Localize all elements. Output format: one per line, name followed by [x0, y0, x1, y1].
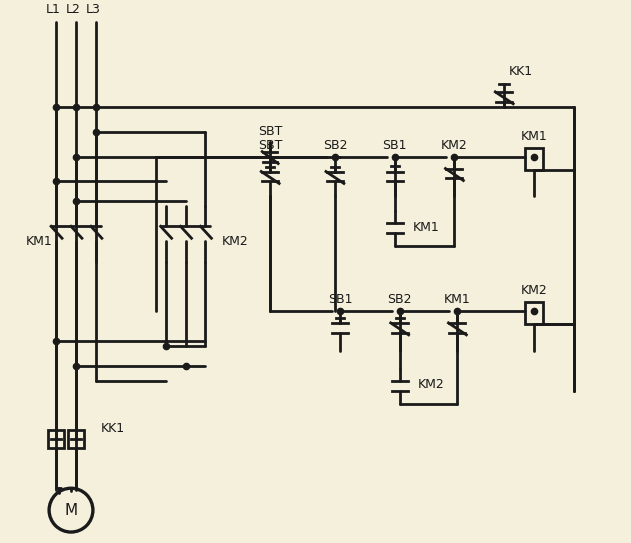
Text: SB1: SB1 [382, 138, 407, 151]
Text: KM2: KM2 [441, 138, 468, 151]
Text: SBT: SBT [258, 138, 283, 151]
Bar [48, 431, 64, 449]
Text: KM2: KM2 [521, 284, 548, 297]
Text: SB1: SB1 [327, 293, 352, 306]
Bar [68, 431, 84, 449]
Text: KM1: KM1 [413, 221, 439, 234]
Text: KK1: KK1 [101, 422, 125, 435]
Text: KM2: KM2 [418, 378, 444, 391]
Text: KM1: KM1 [444, 293, 471, 306]
Bar [525, 148, 543, 169]
Text: KM1: KM1 [521, 130, 548, 143]
Text: KK1: KK1 [509, 66, 533, 78]
Text: L2: L2 [66, 3, 80, 16]
Text: L1: L1 [45, 3, 61, 16]
Text: SB2: SB2 [387, 293, 412, 306]
Bar [525, 302, 543, 324]
Text: SB2: SB2 [322, 138, 347, 151]
Text: KM1: KM1 [26, 235, 52, 248]
Text: SBT: SBT [258, 125, 283, 138]
Text: KM2: KM2 [222, 235, 249, 248]
Text: M: M [64, 503, 78, 517]
Text: L3: L3 [85, 3, 100, 16]
